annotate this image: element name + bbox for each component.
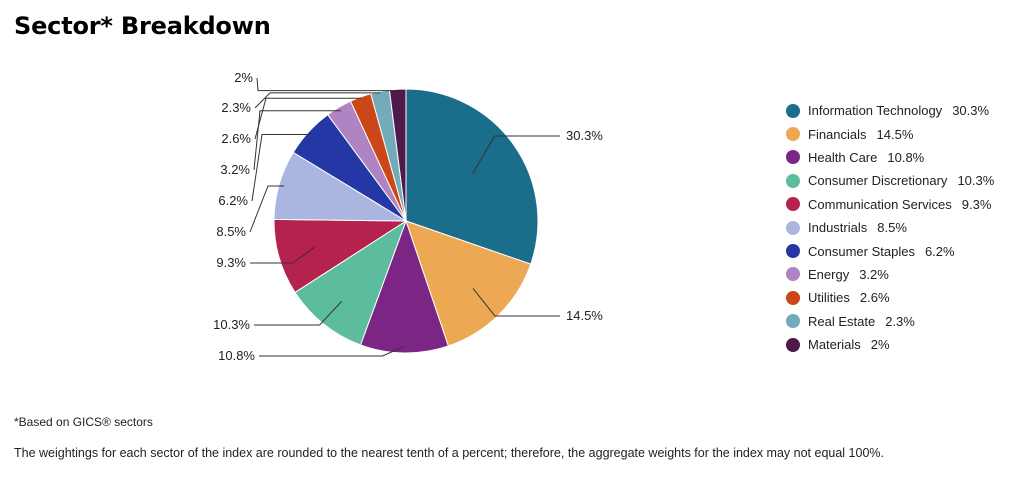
data-label: 2.6% (221, 131, 251, 146)
legend-value: 3.2% (859, 266, 889, 282)
leader-line (254, 97, 361, 140)
leader-line (254, 92, 381, 109)
legend-label: Consumer Discretionary (808, 173, 948, 189)
data-label: 10.8% (218, 348, 255, 363)
legend-item: Health Care 10.8% (786, 146, 1021, 169)
leader-line (250, 246, 315, 264)
legend-value: 10.3% (957, 173, 995, 189)
legend-swatch (786, 337, 800, 352)
legend-item: Consumer Staples 6.2% (786, 239, 1021, 262)
legend-label: Industrials (808, 220, 868, 236)
pie-slice-information-technology (405, 88, 539, 265)
leader-line (251, 134, 312, 202)
data-label: 10.3% (213, 317, 250, 332)
leader-line (254, 301, 342, 326)
leader-line (472, 135, 560, 174)
legend-value: 2.6% (859, 290, 890, 306)
leader-line (259, 345, 405, 357)
pie-slice-communication-services (273, 218, 408, 294)
legend-label: Materials (808, 337, 861, 353)
data-label: 9.3% (216, 255, 246, 270)
legend-label: Financials (808, 126, 867, 142)
legend-item: Information Technology 30.3% (786, 99, 1021, 122)
legend-item: Consumer Discretionary 10.3% (786, 169, 1021, 192)
legend-label: Energy (808, 266, 850, 282)
pie-slice-health-care (359, 219, 449, 354)
legend-item: Communication Services 9.3% (786, 193, 1021, 216)
legend-swatch (786, 150, 800, 165)
legend-swatch (786, 290, 800, 305)
data-label: 6.2% (218, 193, 248, 208)
leader-line (249, 185, 285, 233)
legend-value: 2% (870, 337, 890, 353)
legend-swatch (786, 220, 800, 235)
legend-swatch (786, 314, 800, 329)
legend-value: 9.3% (961, 196, 992, 212)
legend-swatch (786, 197, 800, 212)
data-label: 2% (234, 70, 253, 85)
legend-item: Utilities 2.6% (786, 286, 1021, 309)
leader-line (253, 110, 341, 171)
legend-swatch (786, 267, 800, 282)
legend-label: Real Estate (808, 313, 876, 329)
legend-label: Utilities (808, 290, 850, 306)
legend-swatch (786, 103, 800, 118)
pie-data-labels: 30.3% 14.5% 10.8% 10.3% 9.3% 8.5% 6.2% 3.2% 2.6%… (213, 70, 603, 363)
legend-item: Energy 3.2% (786, 263, 1021, 286)
pie-slices (273, 88, 539, 354)
legend-value: 2.3% (885, 313, 915, 329)
data-label: 3.2% (220, 162, 250, 177)
chart-title: Sector* Breakdown (14, 12, 271, 40)
data-label: 2.3% (221, 100, 251, 115)
legend-label: Consumer Staples (808, 243, 915, 259)
legend-swatch (786, 173, 800, 188)
leader-line (256, 77, 398, 92)
disclaimer: The weightings for each sector of the in… (14, 446, 884, 460)
pie-slice-materials (388, 88, 407, 222)
legend-value: 30.3% (952, 103, 990, 119)
legend-value: 14.5% (876, 126, 914, 142)
pie-slice-consumer-discretionary (294, 219, 407, 346)
legend-value: 10.8% (887, 149, 925, 165)
legend-swatch (786, 244, 800, 259)
legend-value: 8.5% (877, 220, 907, 236)
legend-item: Real Estate 2.3% (786, 310, 1021, 333)
footnote: *Based on GICS® sectors (14, 415, 153, 429)
data-label: 8.5% (216, 224, 246, 239)
pie-slice-financials (405, 220, 532, 347)
legend-label: Health Care (808, 149, 878, 165)
pie-leader-lines (249, 77, 560, 357)
legend-item: Financials 14.5% (786, 122, 1021, 145)
legend-value: 6.2% (924, 243, 955, 259)
data-label: 30.3% (566, 128, 603, 143)
legend-item: Materials 2% (786, 333, 1021, 356)
legend-swatch (786, 127, 800, 142)
legend-label: Information Technology (808, 103, 943, 119)
data-label: 14.5% (566, 308, 603, 323)
chart-legend: Information Technology 30.3% Financials 14.… (786, 99, 1021, 356)
legend-label: Communication Services (808, 196, 952, 212)
legend-item: Industrials 8.5% (786, 216, 1021, 239)
leader-line (472, 288, 560, 317)
